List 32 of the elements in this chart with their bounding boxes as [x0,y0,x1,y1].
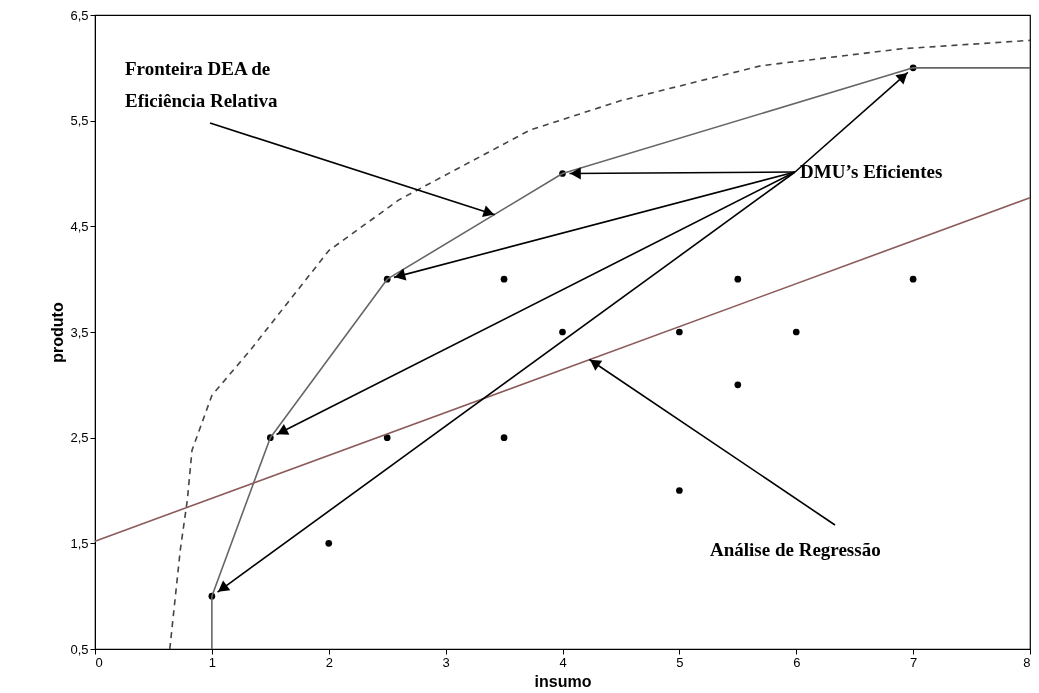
y-tick-label: 4,5 [70,218,89,234]
x-tick-label: 8 [1023,654,1031,670]
y-tick-label: 6,5 [70,7,89,23]
annotation: Análise de Regressão [710,539,881,560]
x-tick-label: 6 [793,654,801,670]
y-axis-title: produto [49,302,67,363]
point [500,275,508,283]
x-tick-label: 3 [442,654,450,670]
point [676,328,683,336]
x-tick-label: 7 [910,654,918,670]
point [383,434,391,442]
x-tick-label: 1 [208,654,216,670]
point [559,328,566,336]
y-tick-label: 2,5 [70,430,89,446]
y-tick-label: 1,5 [70,535,89,551]
y-tick-label: 5,5 [70,113,89,129]
point [909,275,917,283]
x-tick-label: 0 [95,654,103,670]
y-tick-label: 0,5 [70,641,89,657]
x-axis-title: insumo [534,672,592,690]
point [734,275,742,283]
point [325,539,333,547]
x-tick-label: 2 [325,654,333,670]
point [500,434,508,442]
point [676,487,683,494]
x-tick-label: 4 [559,654,567,670]
y-tick-label: 3,5 [70,324,89,340]
annotation: Fronteira DEA de Eficiência Relativa [125,58,278,111]
point [734,381,742,389]
annotation: DMU’s Eficientes [800,161,943,182]
x-tick-label: 5 [676,654,684,670]
point [792,328,800,336]
